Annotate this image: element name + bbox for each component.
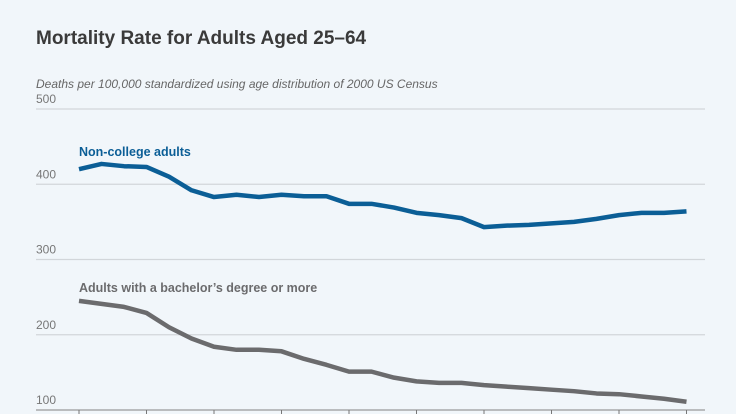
y-tick-label: 500: [36, 92, 56, 106]
series-line-1: [78, 298, 687, 404]
series-label: Non-college adults: [79, 145, 191, 159]
series-label: Adults with a bachelor’s degree or more: [79, 281, 317, 295]
y-tick-label: 400: [36, 167, 56, 181]
chart-subtitle: Deaths per 100,000 standardized using ag…: [36, 77, 438, 91]
y-tick-label: 200: [36, 318, 56, 332]
series-line-0: [78, 161, 687, 230]
y-tick-label: 300: [36, 243, 56, 257]
chart-title: Mortality Rate for Adults Aged 25–64: [36, 28, 367, 49]
y-tick-label: 100: [36, 393, 56, 407]
